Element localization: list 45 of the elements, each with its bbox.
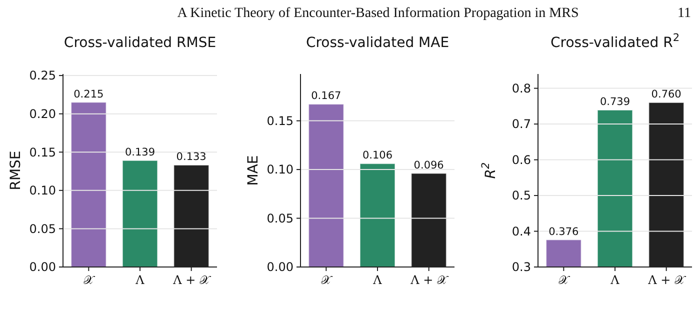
data-label: 0.760	[651, 88, 682, 101]
x-tick-label: Λ	[610, 273, 620, 287]
x-tick-label: 𝒳	[84, 273, 96, 287]
y-tick-label: 0.05	[266, 211, 294, 226]
data-label: 0.215	[74, 88, 104, 100]
y-tick-label: 0.00	[266, 260, 294, 274]
y-tick-label: 0.15	[266, 114, 294, 128]
y-tick-label: 0.20	[29, 107, 56, 122]
data-label: 0.106	[362, 150, 393, 162]
y-axis-title: RMSE	[8, 150, 24, 190]
data-label: 0.096	[414, 159, 444, 172]
x-tick-label: Λ + 𝒳	[410, 273, 450, 287]
y-tick-label: 0.15	[29, 145, 56, 160]
x-tick-label: Λ	[372, 273, 382, 287]
y-tick-label: 0.7	[512, 117, 531, 132]
text: 11	[678, 6, 691, 21]
data-label: 0.739	[600, 96, 630, 108]
x-tick-label: 𝒳	[558, 273, 571, 287]
data-label: 0.133	[176, 151, 206, 164]
y-tick-label: 0.10	[29, 184, 56, 198]
bar	[308, 104, 344, 268]
y-tick-label: 0.05	[29, 222, 56, 236]
bar	[360, 163, 396, 268]
x-tick-label: Λ + 𝒳	[172, 273, 212, 287]
y-tick-label: 0.00	[29, 260, 56, 274]
y-tick-label: 0.5	[512, 188, 531, 203]
data-label: 0.167	[311, 90, 342, 102]
bar	[122, 160, 158, 268]
data-label: 0.376	[548, 226, 580, 238]
y-tick-label: 0.4	[512, 224, 531, 238]
y-tick-label: 0.8	[512, 81, 531, 96]
chart-title: Cross-validated R$^{2}$	[550, 32, 680, 51]
x-tick-label: Λ	[134, 273, 145, 287]
y-tick-label: 0.10	[266, 162, 294, 177]
y-tick-label: 0.25	[29, 68, 56, 83]
data-label: 0.139	[124, 146, 156, 159]
chart-title: Cross-validated RMSE	[64, 35, 216, 51]
y-tick-label: 0.3	[512, 260, 531, 274]
x-tick-label: Λ + 𝒳	[647, 273, 687, 287]
chart-title: Cross-validated MAE	[306, 35, 450, 51]
text: A Kinetic Theory of Encounter-Based Information Propagation in MRS	[177, 6, 579, 21]
y-axis-title: MAE	[246, 155, 262, 186]
bar	[70, 102, 107, 268]
y-tick-label: 0.6	[512, 152, 531, 167]
x-tick-label: 𝒳	[321, 273, 334, 287]
